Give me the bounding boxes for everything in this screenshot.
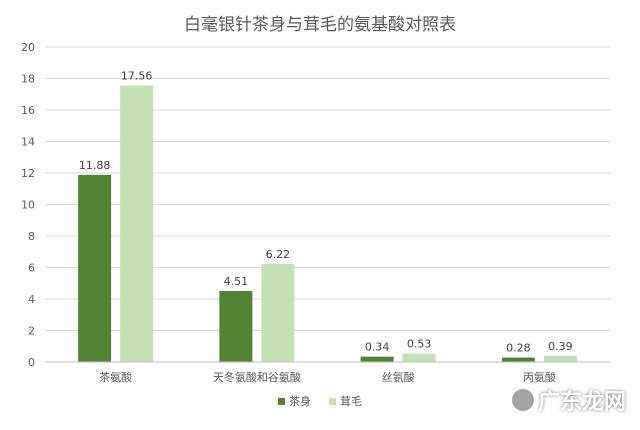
legend-label-series-1: 茶身 — [289, 395, 311, 408]
y-tick-label: 12 — [21, 167, 35, 180]
bar-2 — [543, 355, 577, 362]
data-label: 0.28 — [506, 342, 531, 355]
data-label: 17.56 — [121, 69, 153, 82]
y-tick-label: 10 — [21, 199, 35, 212]
x-tick-label: 茶氨酸 — [99, 370, 132, 384]
legend: 茶身 茸毛 — [0, 393, 640, 409]
x-tick-label: 丝氨酸 — [382, 370, 415, 384]
y-tick-label: 8 — [28, 230, 35, 243]
y-tick-label: 18 — [21, 73, 35, 86]
data-label: 11.88 — [79, 159, 111, 172]
y-tick-label: 0 — [28, 356, 35, 369]
y-tick-label: 6 — [28, 262, 35, 275]
watermark: 广东龙网 — [511, 384, 626, 416]
y-tick-label: 16 — [21, 104, 35, 117]
legend-item-series-2: 茸毛 — [329, 393, 362, 409]
bar-1 — [219, 290, 253, 362]
legend-swatch-series-2 — [329, 397, 336, 405]
chart-title: 白毫银针茶身与茸毛的氨基酸对照表 — [184, 15, 456, 35]
bar-1 — [78, 174, 112, 362]
watermark-text: 广东龙网 — [537, 390, 626, 415]
data-label: 0.53 — [407, 338, 432, 351]
legend-swatch-series-1 — [278, 397, 285, 405]
x-tick-label: 丙氨酸 — [523, 370, 556, 384]
bar-2 — [402, 353, 436, 362]
bar-2 — [120, 85, 154, 363]
bar-2 — [261, 264, 295, 362]
bar-1 — [501, 357, 535, 362]
data-label: 4.51 — [224, 275, 249, 288]
y-tick-label: 2 — [28, 325, 35, 338]
x-tick-label: 天冬氨酸和谷氨酸 — [213, 370, 301, 384]
data-label: 6.22 — [266, 248, 291, 261]
y-tick-label: 4 — [28, 293, 35, 306]
legend-item-series-1: 茶身 — [278, 393, 311, 409]
data-label: 0.34 — [365, 341, 390, 354]
y-tick-label: 20 — [21, 41, 35, 54]
legend-label-series-2: 茸毛 — [340, 395, 362, 408]
bar-1 — [360, 356, 394, 362]
speech-bubble-icon — [511, 389, 534, 411]
data-label: 0.39 — [548, 340, 573, 353]
y-tick-label: 14 — [21, 136, 35, 149]
